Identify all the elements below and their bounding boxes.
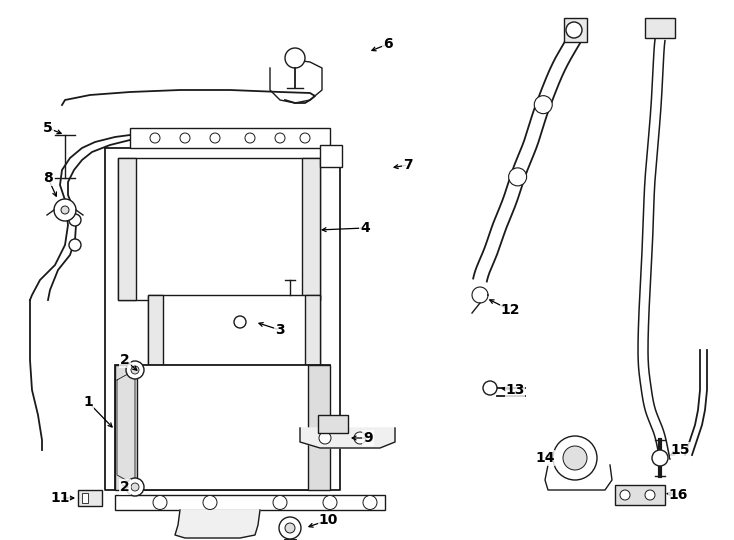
Bar [564,18,587,42]
Bar [645,18,675,38]
Bar [284,539,296,540]
Text: 7: 7 [403,158,413,172]
Bar [130,128,330,148]
Bar [115,365,330,490]
Polygon shape [300,428,395,448]
Bar [302,158,320,300]
Bar [318,415,348,433]
Circle shape [563,446,587,470]
Circle shape [534,96,552,113]
Circle shape [126,478,144,496]
Bar [148,295,320,365]
Circle shape [131,366,139,374]
Bar [118,158,136,300]
Circle shape [61,206,69,214]
Bar [115,495,385,510]
Text: 10: 10 [319,513,338,527]
Polygon shape [175,510,260,538]
Bar [305,295,320,365]
Circle shape [285,48,305,68]
Circle shape [275,133,285,143]
Text: 15: 15 [670,443,690,457]
Polygon shape [117,370,135,485]
Circle shape [285,523,295,533]
Text: 3: 3 [275,323,285,337]
Circle shape [483,381,497,395]
Text: 11: 11 [50,491,70,505]
Bar [308,365,330,490]
Circle shape [300,133,310,143]
Circle shape [323,496,337,510]
Circle shape [273,496,287,510]
Circle shape [203,496,217,510]
Circle shape [210,133,220,143]
Circle shape [509,168,526,186]
Circle shape [69,214,81,226]
Circle shape [645,490,655,500]
Circle shape [620,490,630,500]
Text: 1: 1 [83,395,93,409]
Circle shape [566,22,582,38]
Bar [320,145,342,167]
Text: 5: 5 [43,121,53,135]
Circle shape [553,436,597,480]
Circle shape [245,133,255,143]
Circle shape [180,133,190,143]
Circle shape [363,496,377,510]
Circle shape [153,496,167,510]
Text: 8: 8 [43,171,53,185]
Text: 12: 12 [501,303,520,317]
Bar [78,490,102,506]
Circle shape [279,517,301,539]
Circle shape [319,432,331,444]
Circle shape [69,239,81,251]
Circle shape [126,361,144,379]
Text: 9: 9 [363,431,373,445]
Text: 14: 14 [535,451,555,465]
Bar [82,493,88,503]
Circle shape [54,199,76,221]
Text: 6: 6 [383,37,393,51]
Circle shape [234,316,246,328]
Circle shape [652,450,668,466]
Bar [148,295,163,365]
Text: 13: 13 [505,383,525,397]
Text: 2: 2 [120,480,130,494]
Bar [118,158,320,300]
Bar [615,485,665,505]
Text: 4: 4 [360,221,370,235]
Text: 16: 16 [669,488,688,502]
Text: 2: 2 [120,353,130,367]
Bar [115,365,137,490]
Circle shape [354,432,366,444]
Circle shape [150,133,160,143]
Circle shape [131,483,139,491]
